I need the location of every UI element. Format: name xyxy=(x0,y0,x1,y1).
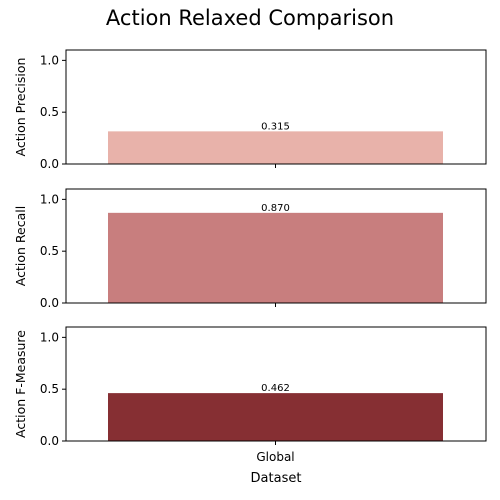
y-tick-label-1: 0.5 xyxy=(40,105,59,119)
y-tick-label-3: 0.0 xyxy=(40,434,59,448)
x-tick-label: Global xyxy=(256,450,294,464)
y-axis-label-1: Action Precision xyxy=(13,58,28,157)
y-tick-label-3: 0.5 xyxy=(40,382,59,396)
y-tick-label-2: 0.0 xyxy=(40,296,59,310)
bar-3 xyxy=(108,393,443,441)
y-tick-label-3: 1.0 xyxy=(40,330,59,344)
y-tick-label-2: 1.0 xyxy=(40,192,59,206)
bar-value-label-3: 0.462 xyxy=(261,383,290,394)
bar-2 xyxy=(108,212,443,303)
y-tick-label-2: 0.5 xyxy=(40,244,59,258)
bar-value-label-2: 0.870 xyxy=(261,203,290,214)
bar-1 xyxy=(108,131,443,164)
y-axis-label-3: Action F-Measure xyxy=(13,330,28,438)
y-tick-label-1: 1.0 xyxy=(40,53,59,67)
y-axis-label-2: Action Recall xyxy=(13,206,28,286)
bar-value-label-1: 0.315 xyxy=(261,121,290,132)
y-tick-label-1: 0.0 xyxy=(40,157,59,171)
chart-title: Action Relaxed Comparison xyxy=(105,6,395,30)
x-axis-label: Dataset xyxy=(251,471,302,486)
